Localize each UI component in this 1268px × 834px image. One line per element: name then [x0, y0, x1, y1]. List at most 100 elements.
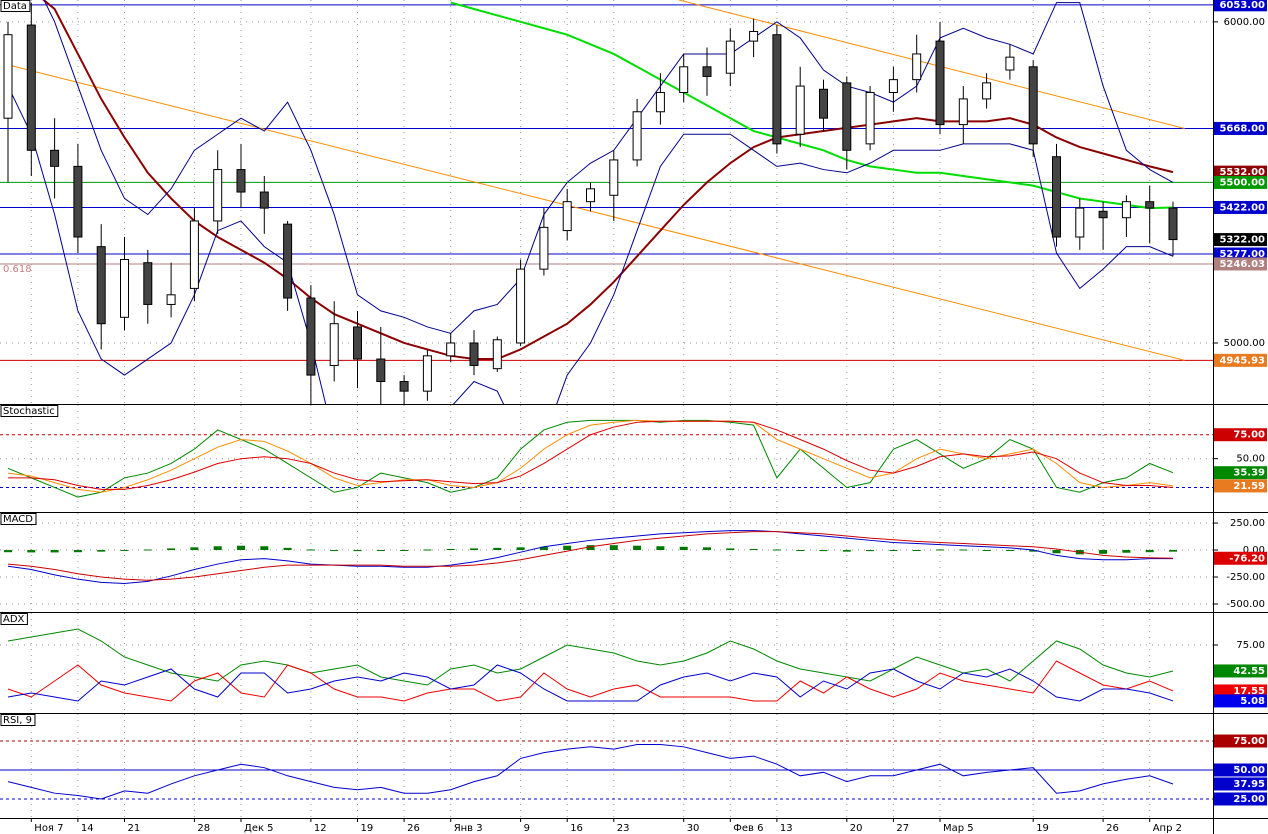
candle-body — [935, 40, 945, 126]
series-line — [7, 531, 1174, 581]
price-tag-label: 17.55 — [1233, 686, 1265, 697]
histogram-bar — [889, 550, 898, 552]
histogram-bar — [1029, 550, 1038, 552]
histogram-bar — [679, 546, 688, 551]
panel-title: ADX — [3, 614, 25, 625]
panel — [0, 714, 1213, 818]
histogram-bar — [237, 545, 245, 551]
price-tag — [1214, 792, 1267, 806]
price-tag — [1214, 353, 1267, 367]
histogram-bar — [1052, 550, 1061, 554]
series-line — [7, 743, 1174, 800]
candle-body — [329, 323, 339, 366]
candle-body — [516, 268, 526, 344]
panel-title-box — [0, 513, 37, 525]
histogram-bar — [4, 550, 12, 553]
histogram-bar — [842, 550, 851, 552]
panel — [0, 405, 1213, 512]
x-tick-label: Ноя 7 — [34, 823, 63, 834]
histogram-bar — [749, 548, 758, 551]
candle-body — [306, 297, 316, 376]
histogram-bar — [609, 545, 618, 551]
x-tick-label: 30 — [687, 823, 700, 834]
histogram-bar — [330, 550, 339, 552]
price-tag-label: 6053.00 — [1219, 0, 1265, 11]
price-tag-label: 35.39 — [1233, 468, 1265, 479]
series-line — [7, 530, 1173, 584]
histogram-bar — [97, 550, 106, 552]
candle-body — [166, 294, 176, 305]
histogram-bar — [936, 549, 944, 551]
histogram-bar — [633, 545, 642, 551]
candle-body — [562, 201, 572, 232]
y-tick-label: 0.00 — [1243, 545, 1265, 556]
panel-title: Stochastic — [3, 406, 55, 417]
x-tick-label: Апр 2 — [1153, 823, 1182, 834]
price-tag — [1214, 664, 1267, 678]
histogram-bar — [50, 550, 59, 553]
series-line — [42, 0, 1174, 361]
price-tag-label: 50.00 — [1233, 765, 1265, 776]
candle-body — [888, 79, 898, 93]
candle-body — [982, 82, 992, 100]
price-tag-label: 5246.03 — [1219, 259, 1265, 270]
price-tag — [1214, 175, 1267, 189]
price-tag-label: 5500.00 — [1219, 177, 1265, 188]
panel-title: MACD — [3, 514, 33, 525]
histogram-bar — [819, 550, 828, 552]
fib-label: 0.618 — [3, 264, 32, 275]
panel — [0, 0, 1213, 404]
panel-title-box — [0, 613, 28, 625]
histogram-bar — [306, 549, 315, 551]
panel-title-box — [0, 714, 36, 726]
x-tick-label: Фев 6 — [733, 823, 763, 834]
histogram-bar — [213, 546, 222, 551]
candle-body — [1052, 156, 1061, 238]
price-tag — [1214, 233, 1267, 247]
price-tag-label: 4945.93 — [1219, 355, 1265, 366]
price-tag — [1214, 551, 1267, 565]
y-tick-label: 5000.00 — [1224, 338, 1265, 349]
candle-body — [819, 88, 828, 119]
series-line — [7, 419, 1174, 493]
candle-body — [772, 34, 782, 145]
candle-body — [1028, 66, 1038, 145]
price-tag — [1214, 200, 1267, 214]
candle-body — [353, 326, 362, 360]
candle-body — [26, 24, 36, 151]
histogram-bar — [423, 549, 432, 551]
x-tick-label: 23 — [617, 823, 630, 834]
candle-body — [492, 339, 502, 370]
price-tag — [1214, 763, 1267, 777]
y-tick-label: 75.00 — [1236, 640, 1265, 651]
y-tick-label: -500.00 — [1226, 599, 1265, 610]
x-tick-label: 14 — [81, 823, 94, 834]
x-tick-label: 13 — [780, 823, 793, 834]
histogram-bar — [539, 546, 548, 551]
candle-body — [1121, 201, 1131, 219]
price-tag — [1214, 694, 1267, 708]
y-tick-label: -250.00 — [1226, 572, 1265, 583]
candle-body — [259, 191, 269, 209]
price-tag-label: 37.95 — [1233, 779, 1265, 790]
x-tick-label: 12 — [314, 823, 327, 834]
candle-body — [120, 258, 129, 318]
candle-body — [632, 111, 642, 161]
panel-title-box — [0, 405, 59, 417]
price-tag-label: 5668.00 — [1219, 123, 1265, 134]
histogram-bar — [27, 550, 36, 553]
candle-body — [725, 40, 735, 74]
histogram-bar — [143, 549, 152, 551]
histogram-bar — [446, 548, 455, 551]
x-tick-label: 26 — [407, 823, 420, 834]
histogram-bar — [703, 547, 711, 551]
candle-body — [655, 91, 665, 113]
histogram-bar — [470, 548, 478, 551]
panel — [0, 613, 1213, 713]
price-tag — [1214, 165, 1267, 179]
histogram-bar — [516, 547, 525, 551]
candle-body — [1145, 201, 1155, 209]
candle-body — [376, 358, 386, 383]
histogram-bar — [772, 549, 781, 551]
